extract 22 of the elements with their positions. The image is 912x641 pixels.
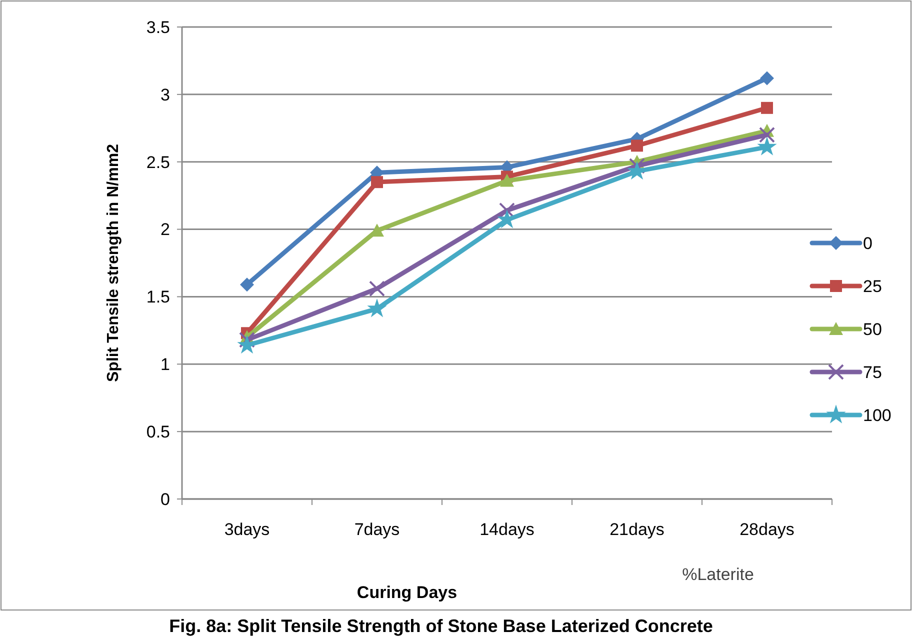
legend-label: 75	[863, 362, 882, 382]
y-tick-label: 2	[160, 220, 170, 240]
text: Fig. 8a: Split Tensile Strength of Stone Base Laterized Concrete	[169, 616, 713, 636]
x-tick-label: 28days	[740, 520, 794, 539]
legend-label: 0	[863, 234, 872, 253]
legend-title: %Laterite	[682, 565, 754, 584]
legend-label: 25	[863, 276, 882, 296]
y-axis-title: Split Tensile strength in N/mm2	[105, 144, 122, 382]
x-axis-title: Curing Days	[356, 583, 458, 602]
x-tick-label: 3days	[224, 520, 270, 539]
x-tick-label: 21days	[610, 520, 664, 539]
y-tick-label: 1	[160, 355, 170, 374]
y-tick-label: 0	[160, 490, 170, 509]
legend-label: 50	[863, 320, 882, 339]
y-tick-label: 0.5	[146, 422, 170, 442]
y-tick-label: 3.5	[146, 18, 170, 37]
x-tick-label: 14days	[480, 520, 534, 539]
y-tick-label: 3	[160, 85, 170, 104]
y-tick-label: 2.5	[146, 152, 170, 172]
legend-label: 100	[863, 406, 892, 425]
y-tick-label: 1.5	[146, 288, 170, 307]
x-tick-label: 7days	[354, 520, 400, 539]
